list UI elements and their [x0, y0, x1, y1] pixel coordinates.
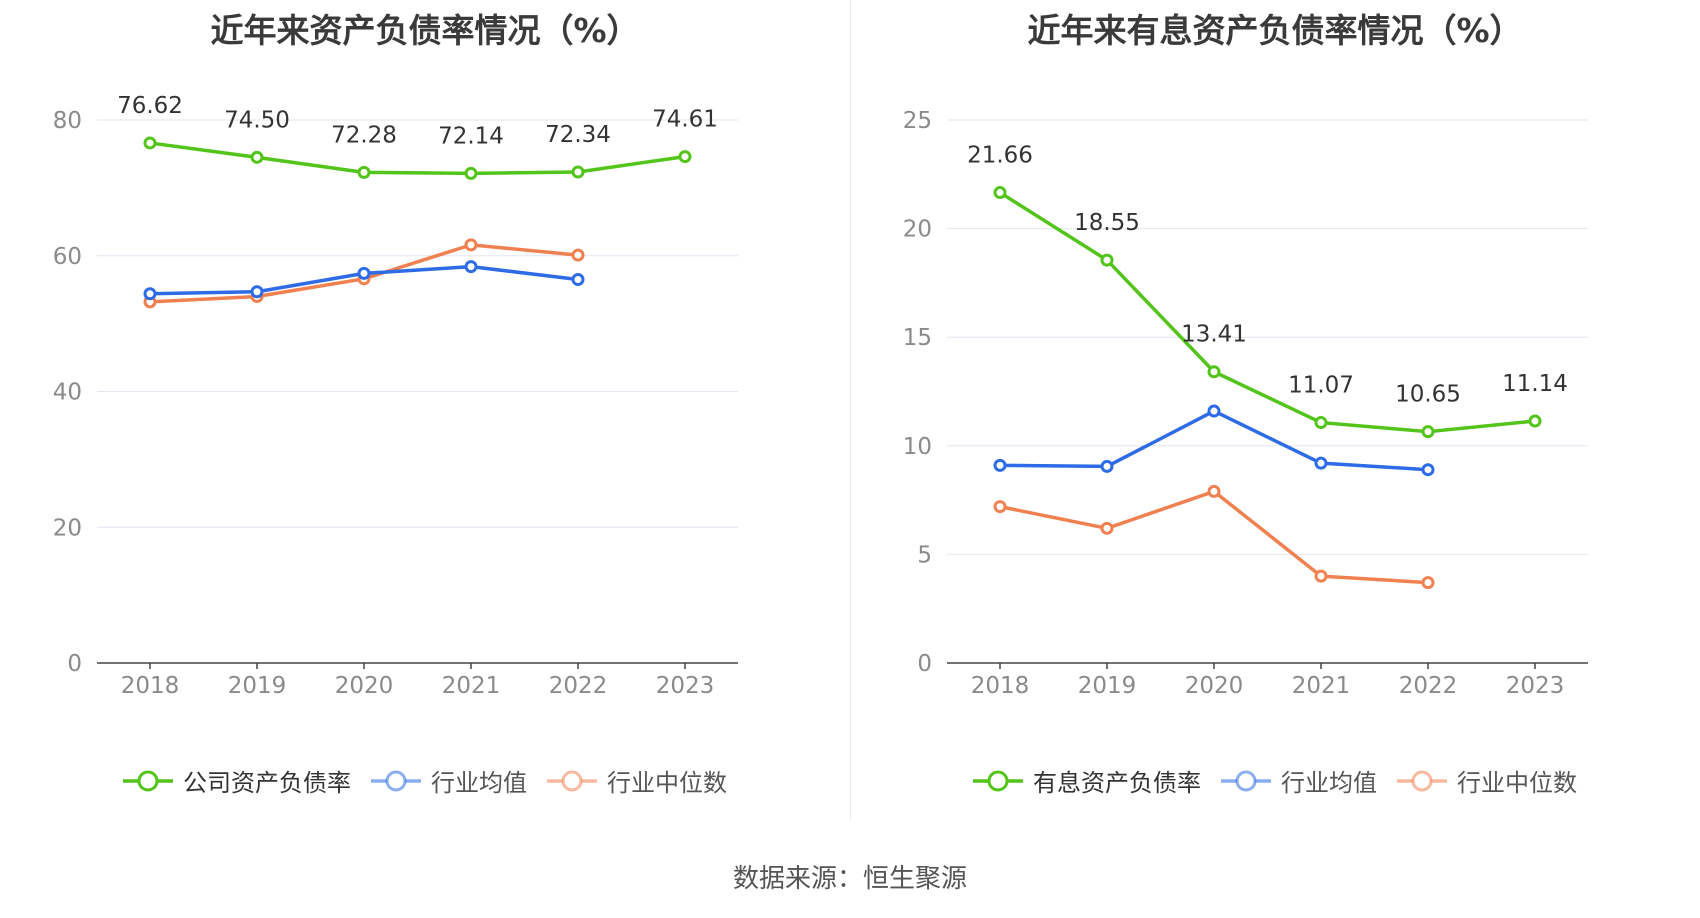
left-chart-panel: 近年来资产负债率情况（%） 0 20 40 60 80 2018 2019 2020 2021 2… [0, 0, 850, 820]
data-point[interactable] [143, 136, 157, 150]
data-label: 11.14 [1502, 371, 1568, 397]
right-chart-panel: 近年来有息资产负债率情况（%） 0 5 10 15 20 25 2018 2019 2020 20… [850, 0, 1700, 820]
x-tick-label: 2023 [1506, 673, 1565, 699]
series-line [149, 141, 686, 176]
y-tick-label: 0 [917, 651, 932, 677]
data-point[interactable] [357, 165, 371, 179]
data-label: 72.28 [331, 122, 397, 148]
data-label: 21.66 [967, 143, 1033, 169]
data-point[interactable] [250, 150, 264, 164]
x-tick-label: 2022 [549, 673, 608, 699]
legend-item[interactable]: 有息资产负债率 [973, 763, 1201, 798]
y-tick-label: 20 [903, 217, 932, 243]
data-label: 10.65 [1395, 382, 1461, 408]
legend-item[interactable]: 行业中位数 [547, 763, 727, 798]
x-tick-label: 2019 [1078, 673, 1137, 699]
legend-label: 有息资产负债率 [1033, 769, 1201, 797]
data-point[interactable] [1421, 425, 1435, 439]
y-tick-label: 40 [53, 380, 82, 406]
data-point[interactable] [1100, 253, 1114, 267]
legend-label: 行业均值 [1281, 769, 1377, 797]
legend-item[interactable]: 行业均值 [371, 763, 527, 798]
x-tick-label: 2019 [228, 673, 287, 699]
legend-item[interactable]: 行业均值 [1221, 763, 1377, 798]
asset-liability-ratio-chart: 0 20 40 60 80 2018 2019 2020 2021 2022 2023 76.62 74… [53, 93, 738, 699]
legend-line-marker-icon [371, 770, 421, 791]
data-point[interactable] [250, 285, 264, 299]
legend-item[interactable]: 公司资产负债率 [123, 763, 351, 798]
data-label: 76.62 [117, 93, 183, 119]
x-tick-label: 2021 [1292, 673, 1351, 699]
data-point[interactable] [1314, 569, 1328, 583]
data-point[interactable] [1314, 416, 1328, 430]
data-point[interactable] [1207, 484, 1221, 498]
chart-title: 近年来资产负债率情况（%） [210, 11, 640, 50]
x-tick-label: 2018 [971, 673, 1030, 699]
x-tick-label: 2020 [1185, 673, 1244, 699]
panel-divider [850, 0, 851, 820]
data-point[interactable] [571, 165, 585, 179]
series-line [999, 489, 1429, 585]
x-tick-label: 2022 [1399, 673, 1458, 699]
data-label: 11.07 [1288, 373, 1354, 399]
data-label: 72.14 [438, 123, 504, 149]
data-point[interactable] [993, 500, 1007, 514]
y-tick-label: 10 [903, 434, 932, 460]
data-point[interactable] [464, 238, 478, 252]
series-line [999, 409, 1429, 472]
chart-legend: 有息资产负债率 行业均值 行业中位数 [850, 763, 1700, 798]
data-label: 72.34 [545, 122, 611, 148]
data-label: 18.55 [1074, 210, 1140, 236]
chart-title: 近年来有息资产负债率情况（%） [1027, 11, 1523, 50]
data-point[interactable] [1421, 463, 1435, 477]
data-point[interactable] [1100, 521, 1114, 535]
data-point[interactable] [464, 260, 478, 274]
y-tick-label: 5 [917, 542, 932, 568]
x-tick-label: 2021 [442, 673, 501, 699]
y-tick-label: 15 [903, 325, 932, 351]
legend-label: 行业中位数 [607, 769, 727, 797]
data-point[interactable] [993, 458, 1007, 472]
legend-line-marker-icon [973, 770, 1023, 791]
chart-legend: 公司资产负债率 行业均值 行业中位数 [0, 763, 850, 798]
y-tick-label: 60 [53, 244, 82, 270]
data-point[interactable] [1421, 576, 1435, 590]
data-point[interactable] [1528, 414, 1542, 428]
y-tick-label: 80 [53, 108, 82, 134]
data-point[interactable] [357, 266, 371, 280]
x-tick-label: 2018 [121, 673, 180, 699]
legend-line-marker-icon [1221, 770, 1271, 791]
legend-label: 行业均值 [431, 769, 527, 797]
data-source-note: 数据来源：恒生聚源 [732, 864, 967, 894]
interest-bearing-liability-ratio-chart: 0 5 10 15 20 25 2018 2019 2020 2021 2022 2023 21.66 1… [903, 108, 1588, 699]
legend-label: 行业中位数 [1457, 769, 1577, 797]
legend-line-marker-icon [1397, 770, 1447, 791]
legend-label: 公司资产负债率 [183, 769, 351, 797]
y-tick-label: 25 [903, 108, 932, 134]
data-point[interactable] [464, 166, 478, 180]
data-point[interactable] [993, 186, 1007, 200]
data-label: 74.61 [652, 107, 718, 133]
data-point[interactable] [1207, 404, 1221, 418]
data-label: 13.41 [1181, 322, 1247, 348]
x-tick-label: 2020 [335, 673, 394, 699]
y-tick-label: 20 [53, 515, 82, 541]
data-point[interactable] [143, 287, 157, 301]
legend-line-marker-icon [547, 770, 597, 791]
data-point[interactable] [1207, 365, 1221, 379]
data-point[interactable] [1314, 456, 1328, 470]
data-point[interactable] [1100, 459, 1114, 473]
x-tick-label: 2023 [656, 673, 715, 699]
data-label: 74.50 [224, 107, 290, 133]
legend-item[interactable]: 行业中位数 [1397, 763, 1577, 798]
y-tick-label: 0 [67, 651, 82, 677]
legend-line-marker-icon [123, 770, 173, 791]
data-point[interactable] [571, 273, 585, 287]
data-point[interactable] [678, 150, 692, 164]
series-line [999, 191, 1536, 434]
data-point[interactable] [571, 248, 585, 262]
